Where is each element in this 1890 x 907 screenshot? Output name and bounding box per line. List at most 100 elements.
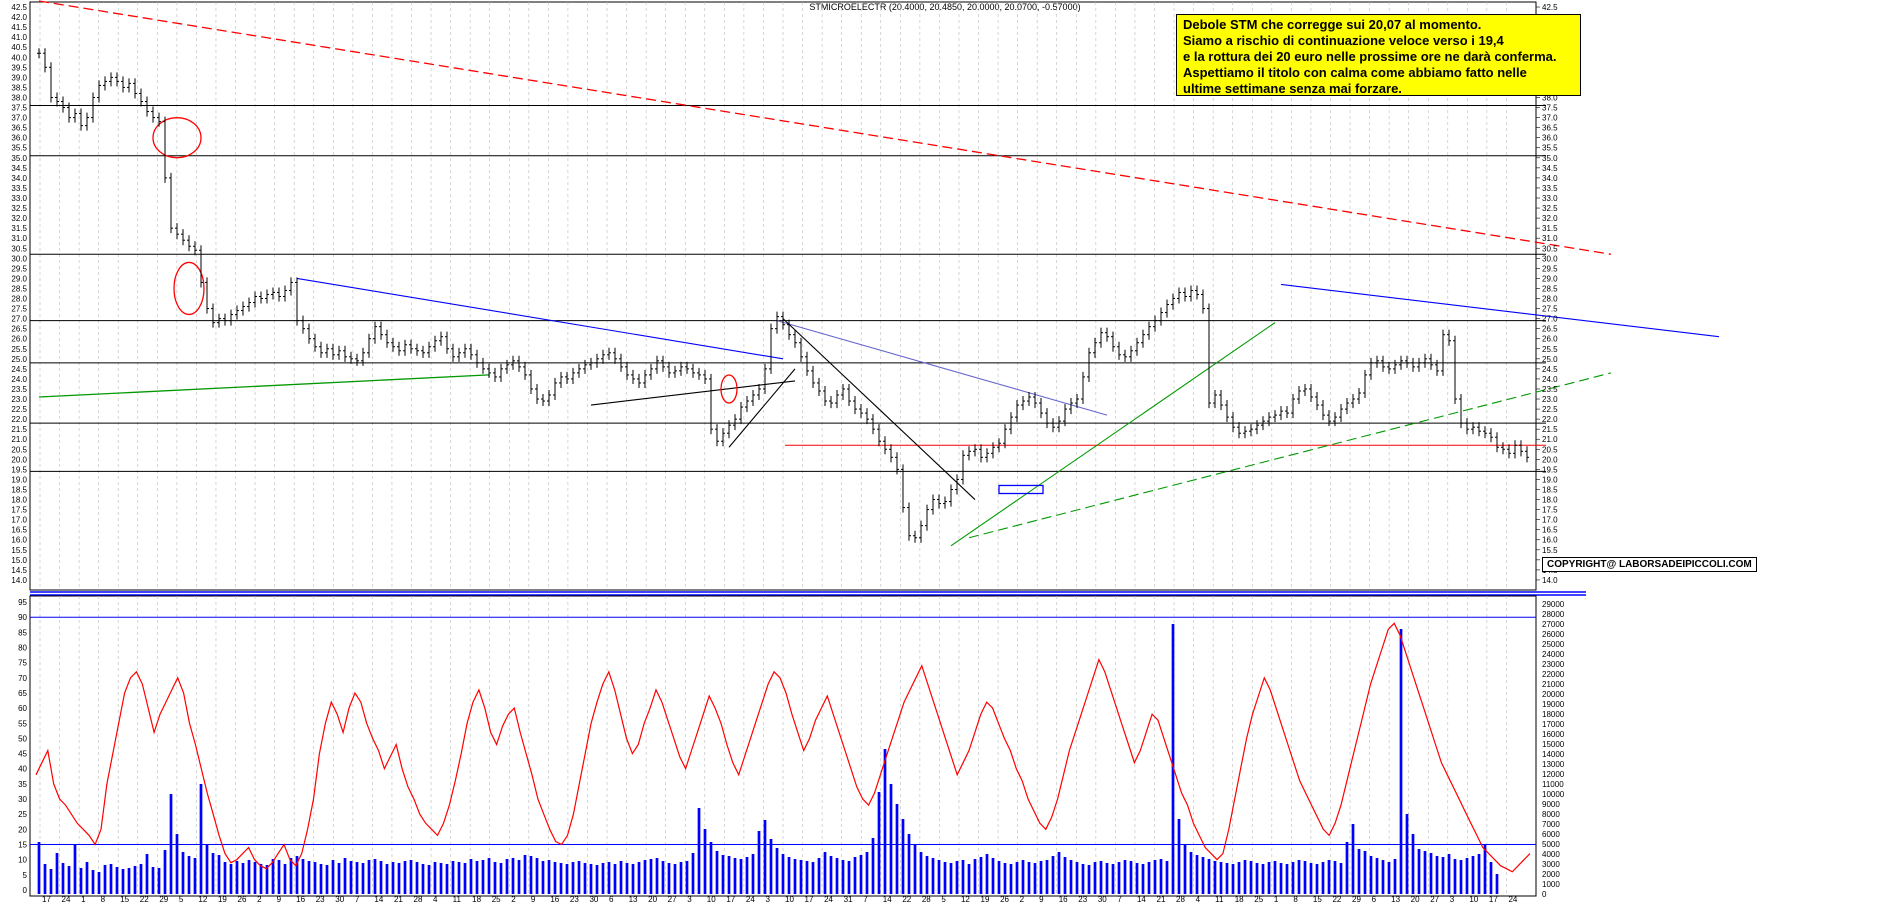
volume-tick-label: 22000 [1542, 670, 1565, 679]
x-day-label: 26 [238, 895, 247, 902]
x-day-label: 30 [589, 895, 598, 902]
x-day-label: 3 [687, 895, 692, 902]
x-day-label: 2 [257, 895, 262, 902]
volume-bar [205, 844, 209, 894]
volume-bar [1219, 862, 1223, 894]
volume-tick-label: 11000 [1542, 780, 1564, 789]
volume-bar [1207, 859, 1211, 894]
volume-bar [361, 863, 365, 894]
price-tick-label-right: 38.0 [1542, 93, 1558, 102]
x-day-label: 10 [707, 895, 716, 902]
volume-bar [967, 864, 971, 894]
x-day-label: 18 [1235, 895, 1244, 902]
volume-bar [1183, 844, 1187, 894]
volume-bar [643, 860, 647, 894]
volume-bar [625, 863, 629, 894]
volume-tick-label: 8000 [1542, 810, 1560, 819]
volume-bar [253, 862, 257, 894]
channel-line [728, 368, 796, 448]
x-day-label: 25 [1254, 895, 1263, 902]
volume-bar [1297, 860, 1301, 894]
x-day-label: 3 [765, 895, 770, 902]
volume-bar [529, 856, 533, 894]
price-tick-label-left: 15.0 [11, 556, 27, 565]
price-tick-label-right: 20.0 [1542, 455, 1558, 464]
x-day-label: 17 [42, 895, 51, 902]
annotation-box [998, 484, 1044, 495]
x-day-label: 14 [883, 895, 892, 902]
x-day-label: 30 [335, 895, 344, 902]
x-day-label: 4 [1196, 895, 1201, 902]
volume-tick-label: 6000 [1542, 830, 1560, 839]
price-tick-label-right: 26.0 [1542, 335, 1558, 344]
price-tick-label-left: 23.5 [11, 385, 27, 394]
x-day-label: 12 [198, 895, 207, 902]
volume-bar [271, 859, 275, 894]
volume-bar [1129, 861, 1133, 894]
volume-bar [1177, 819, 1181, 894]
x-day-label: 14 [374, 895, 383, 902]
volume-bar [1435, 856, 1439, 894]
volume-bar [1423, 851, 1427, 894]
volume-bar [703, 829, 707, 894]
volume-bar [787, 857, 791, 894]
volume-bar [853, 857, 857, 894]
rsi-tick-label: 55 [18, 719, 27, 728]
price-tick-label-right: 28.5 [1542, 284, 1558, 293]
volume-bar [1381, 860, 1385, 894]
volume-bar [955, 861, 959, 894]
rsi-grid [29, 595, 1537, 897]
x-day-label: 16 [1059, 895, 1068, 902]
price-tick-label-right: 16.5 [1542, 526, 1558, 535]
annotation-circle [720, 374, 738, 404]
x-day-label: 19 [218, 895, 227, 902]
price-tick-label-right: 35.0 [1542, 154, 1558, 163]
price-tick-label-left: 34.0 [11, 174, 27, 183]
price-tick-label-left: 40.0 [11, 53, 27, 62]
price-tick-label-right: 27.5 [1542, 305, 1558, 314]
price-tick-label-left: 21.5 [11, 425, 27, 434]
volume-bar [1327, 860, 1331, 894]
x-day-label: 1 [1274, 895, 1279, 902]
volume-bar [907, 834, 911, 894]
price-tick-label-right: 32.0 [1542, 214, 1558, 223]
x-day-label: 17 [1489, 895, 1498, 902]
x-day-label: 23 [570, 895, 579, 902]
volume-bar [463, 863, 467, 894]
volume-bar [451, 861, 455, 894]
x-day-label: 16 [550, 895, 559, 902]
volume-bar [403, 861, 407, 894]
volume-bar [1441, 857, 1445, 894]
volume-bar [133, 866, 137, 894]
volume-bar [1363, 851, 1367, 894]
volume-bar [1111, 864, 1115, 894]
volume-bar [199, 784, 203, 894]
volume-bar [1483, 844, 1487, 894]
x-day-label: 20 [1411, 895, 1420, 902]
price-tick-label-left: 28.5 [11, 284, 27, 293]
volume-bar [283, 864, 287, 894]
price-tick-label-right: 19.0 [1542, 475, 1558, 484]
price-tick-label-left: 31.5 [11, 224, 27, 233]
x-day-label: 28 [922, 895, 931, 902]
volume-tick-label: 13000 [1542, 760, 1565, 769]
volume-bar [67, 866, 71, 894]
price-tick-label-right: 33.5 [1542, 184, 1558, 193]
volume-bar [1147, 862, 1151, 894]
price-tick-label-right: 26.5 [1542, 325, 1558, 334]
volume-bar [475, 861, 479, 894]
analysis-note: Debole STM che corregge sui 20,07 al mom… [1176, 14, 1581, 96]
volume-tick-label: 1000 [1542, 880, 1560, 889]
rsi-tick-label: 65 [18, 689, 27, 698]
volume-bar [553, 862, 557, 894]
rsi-tick-label: 45 [18, 750, 27, 759]
volume-bar [1117, 862, 1121, 894]
price-tick-label-right: 17.0 [1542, 516, 1558, 525]
volume-bar [1465, 858, 1469, 894]
volume-bar [415, 862, 419, 894]
price-tick-label-left: 28.0 [11, 295, 27, 304]
volume-tick-label: 16000 [1542, 730, 1565, 739]
x-day-label: 2 [511, 895, 516, 902]
volume-bar [157, 868, 161, 894]
volume-bar [1093, 862, 1097, 894]
